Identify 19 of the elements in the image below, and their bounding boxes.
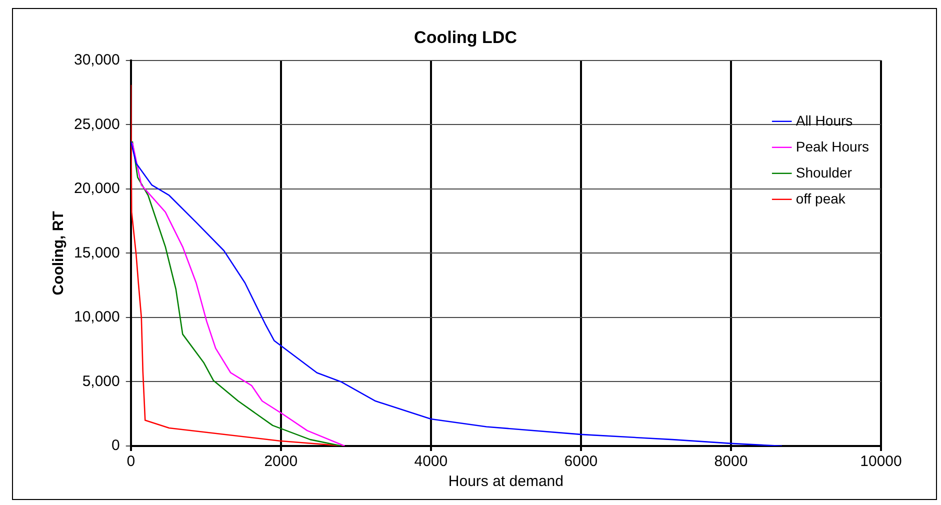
y-tick-label: 30,000: [74, 52, 120, 69]
legend-label: off peak: [796, 190, 846, 206]
x-tick-label: 4000: [414, 453, 448, 470]
y-tick-label: 15,000: [74, 244, 120, 262]
y-tick-label: 5,000: [82, 372, 120, 390]
x-tick-label: 6000: [564, 453, 598, 470]
x-tick-label: 8000: [714, 453, 748, 470]
x-axis-title: Hours at demand: [448, 473, 564, 490]
y-axis-title: Cooling, RT: [50, 211, 68, 296]
x-tick-label: 2000: [264, 453, 298, 470]
x-tick-label: 10000: [860, 453, 902, 470]
y-tick-label: 0: [112, 437, 120, 454]
legend-label: Shoulder: [796, 164, 852, 180]
x-tick-label: 0: [126, 453, 136, 470]
legend-label: Peak Hours: [796, 138, 870, 154]
y-tick-label: 10,000: [74, 308, 120, 326]
y-tick-label: 25,000: [74, 116, 120, 133]
chart-title: Cooling LDC: [414, 28, 517, 47]
y-tick-label: 20,000: [74, 180, 120, 198]
